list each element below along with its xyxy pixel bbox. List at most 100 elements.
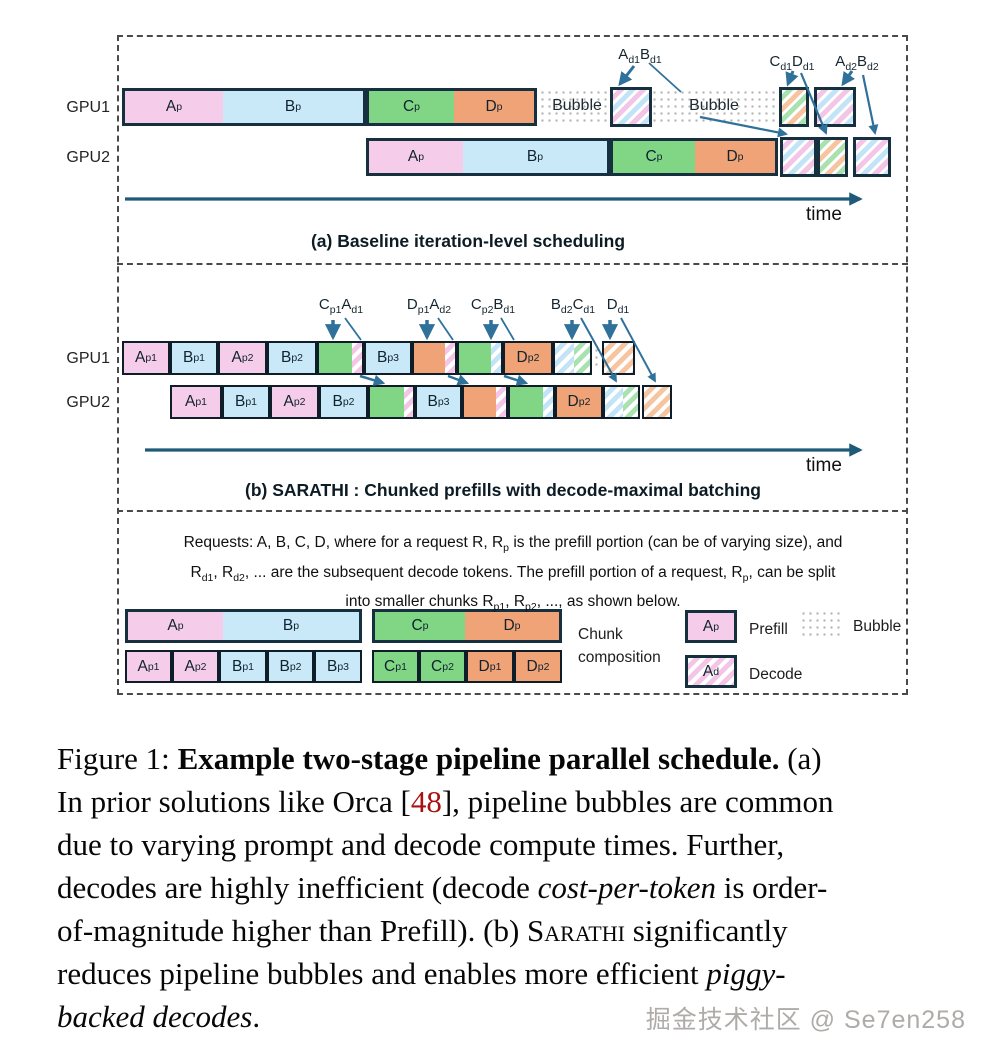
b-gpu1-cp2-bd1-seg-C (459, 343, 491, 373)
float-label-cd1dd1: Cd1Dd1 (769, 53, 815, 73)
b-gpu2-bd2-cd1-seg-Ch (623, 387, 638, 417)
caption-line-7: backed decodes. (57, 999, 261, 1034)
float-label-dp1ad2: Dp1Ad2 (406, 296, 452, 316)
b-gpu1-cp1-ad1 (317, 341, 364, 375)
b-gpu1-cp1-ad1-seg-Ah (352, 343, 362, 373)
time-label-a: time (806, 204, 842, 225)
a-gpu1-decode-ad1bd1-seg-ABh (613, 90, 649, 124)
float-label-ad2bd2: Ad2Bd2 (835, 53, 879, 73)
caption-line-5: of-magnitude higher than Prefill). (b) S… (57, 913, 788, 948)
a-gpu2-decode-cd1dd1 (817, 137, 848, 177)
gpu2-label-a: GPU2 (66, 149, 110, 166)
b-gpu1-dp1-ad2 (412, 341, 457, 375)
legend-decode-label: Decode (749, 666, 803, 683)
requests-note-line3: into smaller chunks Rp1, Rp2, ..., as sh… (345, 593, 681, 614)
b-gpu1-bd2-cd1 (553, 341, 592, 375)
requests-note: Requests: A, B, C, D, where for a reques… (122, 531, 904, 620)
caption-line-4: decodes are highly inefficient (decode c… (57, 870, 828, 905)
float-label-dd1: Dd1 (606, 296, 630, 316)
b-gpu1-bd2-cd1-seg-Ch (574, 343, 590, 373)
gpu1-label-a: GPU1 (66, 99, 110, 116)
b-gpu2-bd2-cd1 (603, 385, 640, 419)
a-gpu1-decode-ad2bd2-seg-ABh (817, 90, 853, 124)
a-gpu2-decode-ad1bd1 (780, 137, 817, 177)
a-gpu2-decode-ad2bd2-seg-ABh (856, 140, 888, 174)
gpu1-label-b: GPU1 (66, 350, 110, 367)
bubble-gap-b-gpu1 (593, 347, 601, 369)
b-gpu2-cp1-ad1 (368, 385, 415, 419)
float-label-ad1bd1: Ad1Bd1 (618, 46, 662, 66)
requests-note-line2: Rd1, Rd2, ... are the subsequent decode … (190, 563, 836, 584)
b-gpu2-cp1-ad1-seg-C (370, 387, 404, 417)
b-gpu2-dp1-ad2-seg-Ah (496, 387, 506, 417)
b-gpu1-cp2-bd1-seg-Bh (491, 343, 501, 373)
section-a-title: (a) Baseline iteration-level scheduling (310, 231, 626, 251)
b-gpu2-cp2-bd1 (508, 385, 555, 419)
caption-line-2: In prior solutions like Orca [48], pipel… (57, 784, 834, 819)
b-gpu1-bd2-cd1-seg-Bh (555, 343, 574, 373)
a-gpu1-decode-cd1dd1-seg-CDh (782, 90, 806, 124)
float-label-cp1ad1: Cp1Ad1 (318, 296, 364, 316)
float-label-bubble: Bubble (689, 97, 739, 114)
b-gpu2-dp1-ad2 (462, 385, 508, 419)
a-gpu1-decode-ad2bd2 (814, 87, 856, 127)
section-b-title: (b) SARATHI : Chunked prefills with deco… (245, 480, 761, 500)
caption-line-6: reduces pipeline bubbles and enables mor… (57, 956, 786, 991)
a-gpu2-decode-ad2bd2 (853, 137, 891, 177)
b-gpu2-dd1-seg-Dh (644, 387, 670, 417)
b-gpu2-cp2-bd1-seg-Bh (543, 387, 553, 417)
a-gpu1-decode-cd1dd1 (779, 87, 809, 127)
a-gpu2-decode-cd1dd1-seg-CDh (820, 140, 845, 174)
b-gpu2-dp1-ad2-seg-D (464, 387, 496, 417)
b-gpu2-cp1-ad1-seg-Ah (404, 387, 413, 417)
b-gpu1-cp1-ad1-seg-C (319, 343, 352, 373)
b-gpu1-dp1-ad2-seg-D (414, 343, 445, 373)
b-gpu1-dd1 (602, 341, 635, 375)
watermark: 掘金技术社区 @ Se7en258 (645, 1006, 966, 1034)
float-label-bd2cd1: Bd2Cd1 (550, 296, 596, 316)
time-label-b: time (806, 455, 842, 476)
